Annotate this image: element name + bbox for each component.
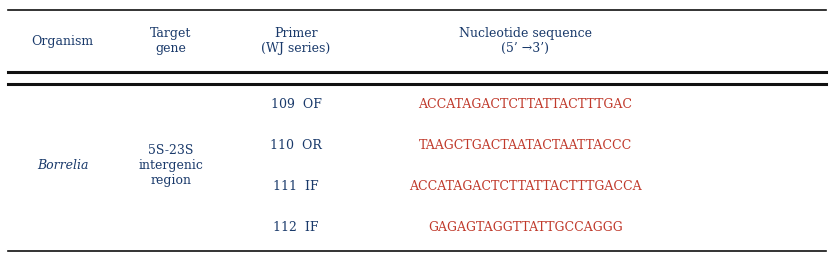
Text: TAAGCTGACTAATACTAATTACCC: TAAGCTGACTAATACTAATTACCC xyxy=(419,139,632,152)
Text: ACCATAGACTCTTATTACTTTGAC: ACCATAGACTCTTATTACTTTGAC xyxy=(419,98,632,111)
Text: ACCATAGACTCTTATTACTTTGACCA: ACCATAGACTCTTATTACTTTGACCA xyxy=(409,180,641,193)
Text: 112  IF: 112 IF xyxy=(274,221,319,234)
Text: GAGAGTAGGTTATTGCCAGGG: GAGAGTAGGTTATTGCCAGGG xyxy=(428,221,623,234)
Text: 111  IF: 111 IF xyxy=(274,180,319,193)
Text: Organism: Organism xyxy=(32,35,93,48)
Text: 109  OF: 109 OF xyxy=(270,98,322,111)
Text: Target
gene: Target gene xyxy=(150,27,192,55)
Text: Borrelia: Borrelia xyxy=(37,159,88,172)
Text: Primer
(WJ series): Primer (WJ series) xyxy=(261,27,331,55)
Text: 110  OR: 110 OR xyxy=(270,139,322,152)
Text: 5S-23S
intergenic
region: 5S-23S intergenic region xyxy=(138,144,203,187)
Text: Nucleotide sequence
(5’ →3’): Nucleotide sequence (5’ →3’) xyxy=(459,27,592,55)
